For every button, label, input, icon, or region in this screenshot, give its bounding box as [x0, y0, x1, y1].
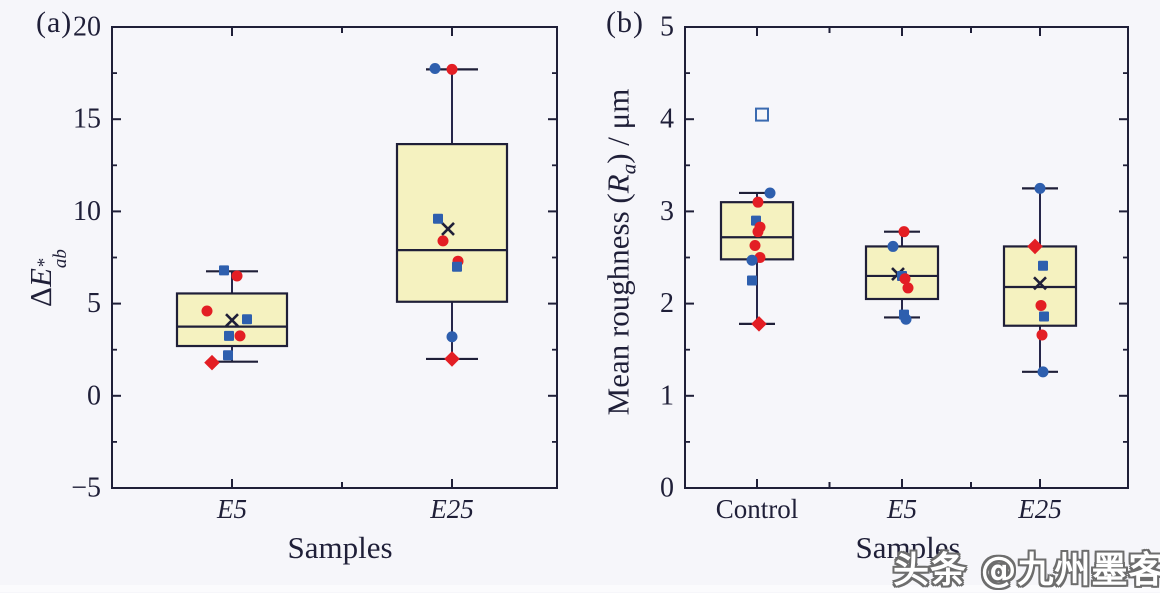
- data-point-circle: [899, 273, 911, 285]
- data-point-square: [1039, 311, 1049, 322]
- data-point-circle: [752, 226, 764, 238]
- data-point-circle: [749, 240, 761, 252]
- panel-a-chart: 20 15 10 5 0 −5 E5 E25: [71, 12, 558, 524]
- data-point-diamond: [1027, 238, 1043, 255]
- data-point-square: [433, 213, 443, 224]
- data-point-circle: [752, 196, 764, 208]
- y-tick-label: 5: [87, 288, 101, 319]
- watermark-text: 头条 @九州墨客: [893, 550, 1160, 591]
- data-point-circle: [1035, 299, 1047, 311]
- data-point-diamond: [751, 316, 767, 332]
- x-category-label: Control: [716, 494, 799, 524]
- data-point-circle: [898, 226, 910, 238]
- outlier-open-square: [755, 107, 769, 122]
- data-point-circle: [446, 63, 458, 75]
- y-tick-label: 0: [87, 380, 101, 411]
- y-tick-label: 10: [73, 196, 101, 227]
- data-point-circle: [429, 62, 441, 74]
- data-point-circle: [900, 313, 912, 325]
- data-point-circle: [746, 254, 758, 266]
- y-tick-label: 15: [73, 104, 101, 135]
- x-category-label: E5: [886, 494, 917, 524]
- mean-cross: [441, 221, 455, 236]
- data-point-circle: [1037, 366, 1049, 378]
- x-category-label: E5: [216, 494, 247, 524]
- y-tick-label: 3: [660, 196, 674, 227]
- data-point-circle: [1036, 329, 1048, 341]
- data-point-circle: [902, 282, 914, 294]
- data-point-square: [224, 330, 234, 341]
- data-point-square: [242, 314, 252, 325]
- data-point-square: [452, 261, 462, 272]
- ylabel-unit: ) / μm: [600, 88, 636, 164]
- data-point-square: [219, 265, 229, 276]
- panel-a-x-axis-title: Samples: [287, 530, 393, 565]
- data-point-circle: [234, 330, 246, 342]
- data-point-diamond: [204, 354, 220, 371]
- data-point-circle: [201, 305, 213, 317]
- data-point-circle: [887, 240, 899, 252]
- x-category-label: E25: [429, 494, 474, 524]
- panel-b-label: (b): [606, 6, 644, 39]
- data-point-diamond: [444, 351, 460, 367]
- data-point-circle: [231, 270, 243, 282]
- x-category-label: E25: [1017, 494, 1062, 524]
- r-letter: R: [600, 174, 636, 194]
- y-tick-label: 2: [660, 288, 674, 319]
- delta-symbol: Δ: [22, 287, 58, 307]
- panel-b-chart: 5 4 3 2 1 0 Control E5 E25: [660, 12, 1129, 524]
- y-tick-label: −5: [71, 473, 101, 504]
- data-point-square: [223, 350, 233, 361]
- data-point-circle: [764, 187, 776, 199]
- mean-cross: [1033, 276, 1047, 291]
- e-letter: E: [22, 268, 58, 287]
- bottom-edge-strip: [0, 585, 1160, 592]
- box: [395, 142, 509, 303]
- y-tick-label: 4: [660, 104, 674, 135]
- ra-subscript: a: [616, 163, 641, 175]
- panel-a-y-axis-title: ΔE * ab: [22, 249, 71, 307]
- data-point-circle: [437, 235, 449, 247]
- panel-a-label: (a): [36, 6, 73, 39]
- y-tick-label: 20: [73, 12, 101, 43]
- ylabel-subscript: ab: [50, 249, 71, 269]
- y-tick-label: 0: [660, 473, 674, 504]
- data-point-circle: [1034, 182, 1046, 194]
- mean-cross: [225, 313, 239, 328]
- ylabel-text: Mean roughness (: [600, 193, 636, 416]
- panel-b-x-axis-title: Samples: [855, 530, 961, 565]
- data-point-square: [747, 275, 757, 286]
- data-point-circle: [446, 331, 458, 343]
- panel-b-y-axis-title: Mean roughness (Ra) / μm: [600, 89, 641, 416]
- y-tick-label: 5: [660, 12, 674, 43]
- data-point-square: [1038, 260, 1048, 271]
- y-tick-label: 1: [660, 380, 674, 411]
